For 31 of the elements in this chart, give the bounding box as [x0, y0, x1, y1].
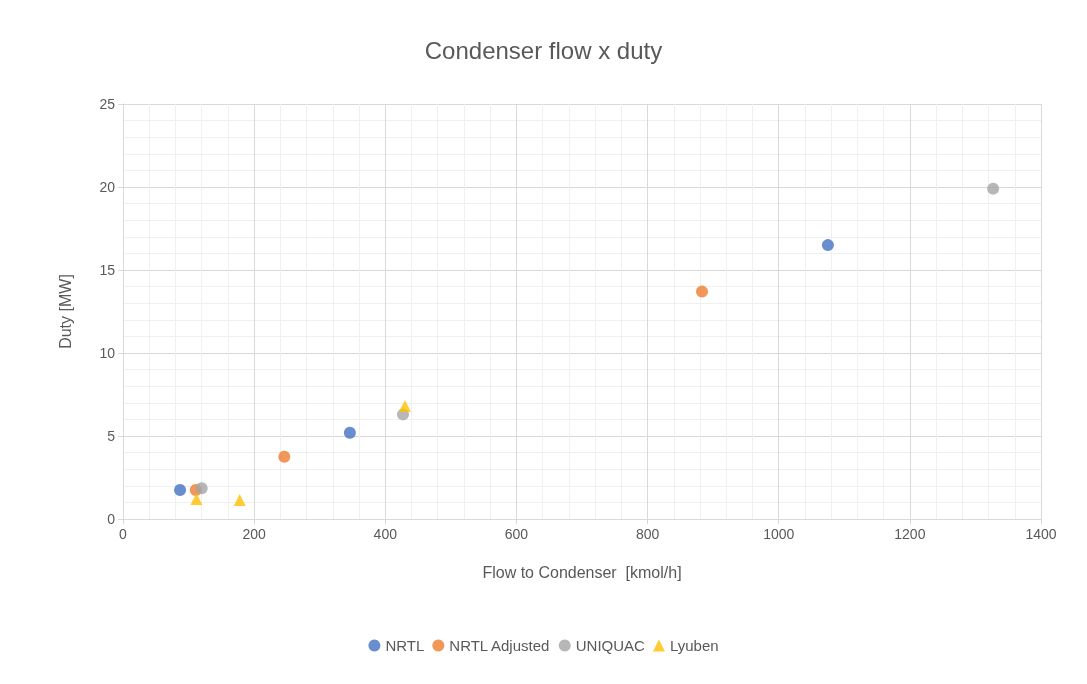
y-tick-label: 0: [107, 511, 116, 527]
point: [174, 483, 187, 496]
x-tick-label: 1200: [894, 526, 926, 542]
x-tick-label: 600: [504, 526, 529, 542]
x-tick-label: 0: [119, 526, 128, 542]
legend-label: NRTL Adjusted: [449, 637, 550, 654]
y-tick-label: 5: [107, 428, 116, 444]
x-tick-label: 400: [373, 526, 398, 542]
x-axis-title: Flow to Condenser [kmol/h]: [482, 563, 682, 581]
x-tick-label: 1400: [1025, 526, 1057, 542]
point: [343, 426, 356, 439]
point: [696, 285, 708, 298]
chart-title: Condenser flow x duty: [424, 36, 663, 64]
legend-label: Lyuben: [669, 637, 719, 654]
y-tick-label: 25: [99, 96, 116, 112]
x-tick-label: 800: [635, 526, 660, 542]
point: [821, 239, 834, 252]
y-tick-label: 20: [99, 179, 116, 195]
y-tick-label: 10: [99, 345, 116, 361]
point: [398, 400, 411, 413]
y-axis-title: Duty [MW]: [56, 274, 74, 349]
y-tick-label: 15: [99, 262, 116, 278]
point: [278, 450, 291, 463]
x-tick-label: 1000: [763, 526, 795, 542]
legend-label: NRTL: [385, 637, 425, 654]
point: [190, 493, 203, 506]
legend-label: UNIQUAC: [575, 637, 646, 654]
point: [987, 182, 1000, 195]
x-tick-label: 200: [242, 526, 267, 542]
point: [233, 493, 246, 506]
point: [195, 482, 208, 495]
